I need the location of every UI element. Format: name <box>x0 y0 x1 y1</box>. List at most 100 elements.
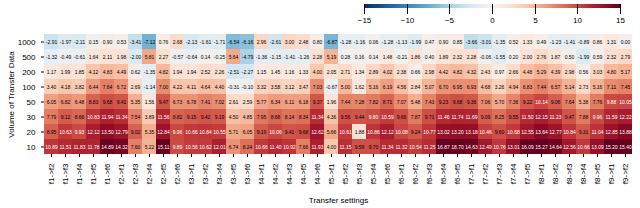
svg-text:12.62: 12.62 <box>311 129 324 135</box>
svg-text:f5->f3: f5->f3 <box>355 163 364 184</box>
svg-text:2.98: 2.98 <box>425 69 435 75</box>
svg-text:2.66: 2.66 <box>509 69 519 75</box>
svg-text:4.12: 4.12 <box>89 69 99 75</box>
svg-text:0.90: 0.90 <box>439 39 449 45</box>
svg-text:10.66: 10.66 <box>185 129 198 135</box>
svg-text:-0.31: -0.31 <box>228 84 240 90</box>
svg-text:4.42: 4.42 <box>439 69 449 75</box>
svg-text:6.74: 6.74 <box>229 144 239 150</box>
svg-text:7.88: 7.88 <box>579 114 589 120</box>
svg-text:14.63: 14.63 <box>465 144 478 150</box>
svg-text:0.16: 0.16 <box>355 54 365 60</box>
svg-text:f3->f2: f3->f2 <box>201 163 210 184</box>
svg-text:f4->f3: f4->f3 <box>285 163 294 184</box>
svg-text:Volume of Transfer Data: Volume of Transfer Data <box>7 51 16 138</box>
svg-text:6.57: 6.57 <box>551 84 561 90</box>
svg-text:0.56: 0.56 <box>579 69 589 75</box>
svg-text:9.47: 9.47 <box>159 99 169 105</box>
svg-text:2.69: 2.69 <box>131 84 141 90</box>
svg-text:f3->f5: f3->f5 <box>229 163 238 184</box>
svg-text:13.20: 13.20 <box>451 129 464 135</box>
svg-text:16.87: 16.87 <box>437 144 450 150</box>
svg-text:13.09: 13.09 <box>591 144 604 150</box>
svg-text:6.44: 6.44 <box>89 84 99 90</box>
svg-text:10.14: 10.14 <box>535 99 548 105</box>
svg-text:11.40: 11.40 <box>269 144 281 150</box>
svg-text:Transfer settings: Transfer settings <box>309 196 368 205</box>
svg-text:9.19: 9.19 <box>257 129 267 135</box>
svg-text:-1.61: -1.61 <box>200 39 212 45</box>
svg-text:7.07: 7.07 <box>397 99 407 105</box>
svg-text:8.66: 8.66 <box>75 114 85 120</box>
svg-text:10.76: 10.76 <box>493 144 506 150</box>
svg-text:3.82: 3.82 <box>75 84 85 90</box>
svg-text:10: 10 <box>573 16 582 25</box>
svg-text:15.20: 15.20 <box>605 144 618 150</box>
svg-text:30: 30 <box>27 113 36 122</box>
svg-text:5.48: 5.48 <box>411 99 421 105</box>
svg-text:1.34: 1.34 <box>355 69 365 75</box>
svg-text:6.18: 6.18 <box>299 99 309 105</box>
svg-text:2.84: 2.84 <box>411 84 421 90</box>
svg-text:9.60: 9.60 <box>495 129 505 135</box>
svg-text:f1->f3: f1->f3 <box>61 163 70 184</box>
svg-text:0.50: 0.50 <box>565 54 575 60</box>
svg-text:-2.11: -2.11 <box>74 39 85 45</box>
svg-text:15.27: 15.27 <box>535 144 548 150</box>
svg-text:7.41: 7.41 <box>201 99 211 105</box>
svg-text:f2->f3: f2->f3 <box>131 163 140 184</box>
svg-text:12.12: 12.12 <box>87 129 100 135</box>
svg-text:0.62: 0.62 <box>131 69 141 75</box>
svg-text:11.56: 11.56 <box>157 114 169 120</box>
svg-text:f7->f1: f7->f1 <box>467 163 476 184</box>
svg-text:15: 15 <box>616 16 625 25</box>
svg-text:9.71: 9.71 <box>425 114 435 120</box>
svg-text:f2->f5: f2->f5 <box>159 163 168 184</box>
svg-text:4.82: 4.82 <box>453 69 463 75</box>
svg-text:7.64: 7.64 <box>565 99 575 105</box>
svg-text:4.48: 4.48 <box>523 69 533 75</box>
svg-text:10.68: 10.68 <box>507 129 520 135</box>
svg-text:-1.35: -1.35 <box>144 69 156 75</box>
svg-text:15.11: 15.11 <box>157 144 169 150</box>
svg-text:11.51: 11.51 <box>59 144 71 150</box>
svg-text:f8->f2: f8->f2 <box>551 163 560 184</box>
svg-text:5.16: 5.16 <box>593 84 603 90</box>
svg-text:5.64: 5.64 <box>229 54 239 60</box>
svg-text:9.23: 9.23 <box>439 99 449 105</box>
svg-text:500: 500 <box>22 53 36 62</box>
svg-text:10.92: 10.92 <box>283 144 296 150</box>
svg-text:2.32: 2.32 <box>453 54 463 60</box>
svg-text:12.49: 12.49 <box>479 144 492 150</box>
svg-text:4.32: 4.32 <box>467 69 477 75</box>
svg-text:f1->f5: f1->f5 <box>89 163 98 184</box>
svg-text:10.63: 10.63 <box>59 129 72 135</box>
svg-text:5.71: 5.71 <box>229 129 239 135</box>
svg-text:f1->f2: f1->f2 <box>47 163 56 184</box>
svg-text:-0.21: -0.21 <box>396 54 408 60</box>
svg-text:5.17: 5.17 <box>621 69 631 75</box>
svg-text:5.70: 5.70 <box>495 99 505 105</box>
svg-text:f1->f4: f1->f4 <box>75 163 84 184</box>
svg-text:1.31: 1.31 <box>607 39 617 45</box>
svg-text:7.43: 7.43 <box>425 99 435 105</box>
svg-text:7.02: 7.02 <box>215 99 225 105</box>
svg-text:-3.41: -3.41 <box>130 39 142 45</box>
svg-text:f7->f5: f7->f5 <box>523 163 532 184</box>
svg-text:f7->f4: f7->f4 <box>509 163 518 184</box>
svg-text:-1.28: -1.28 <box>340 39 352 45</box>
svg-text:2.48: 2.48 <box>299 39 309 45</box>
svg-text:9.36: 9.36 <box>467 99 477 105</box>
svg-text:f8->f3: f8->f3 <box>565 163 574 184</box>
svg-text:6.11: 6.11 <box>285 99 295 105</box>
svg-text:2.05: 2.05 <box>327 69 337 75</box>
svg-text:-0.25: -0.25 <box>214 54 226 60</box>
svg-text:f6->f1: f6->f1 <box>397 163 406 184</box>
svg-text:6.05: 6.05 <box>243 129 253 135</box>
svg-text:11.94: 11.94 <box>101 114 113 120</box>
svg-text:-1.13: -1.13 <box>396 39 408 45</box>
svg-text:6.72: 6.72 <box>117 84 127 90</box>
svg-text:5.77: 5.77 <box>257 99 267 105</box>
svg-text:-1.36: -1.36 <box>256 54 268 60</box>
svg-text:0.80: 0.80 <box>313 39 323 45</box>
